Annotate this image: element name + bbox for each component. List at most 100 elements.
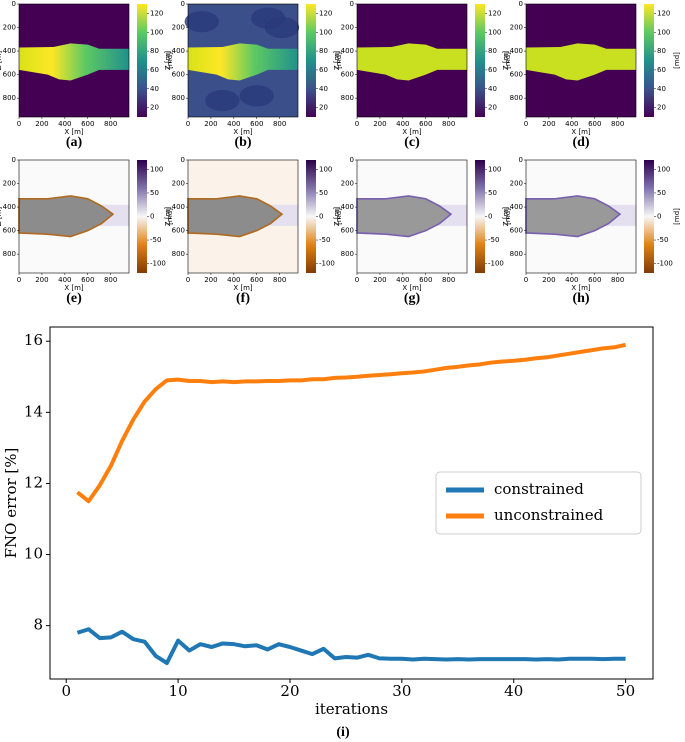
colorbar-tick-label: 100 [150, 28, 163, 36]
y-tick-label: 600 [172, 71, 185, 79]
y-tick-label: 200 [510, 180, 523, 188]
caption: (d) [572, 135, 589, 150]
x-tick-label: 20 [280, 682, 299, 700]
y-tick-label: 400 [341, 47, 354, 55]
x-tick-label: 200 [373, 120, 386, 128]
caption: (i) [336, 725, 350, 740]
colorbar-tick-label: 120 [150, 9, 163, 17]
colorbar-tick-label: 100 [488, 165, 501, 173]
y-tick-label: 200 [341, 24, 354, 32]
colorbar-label: [md] [335, 52, 343, 69]
y-axis-label: Z [m] [333, 207, 341, 227]
colorbar-tick-label: 100 [657, 28, 670, 36]
y-tick-label: 400 [172, 203, 185, 211]
frame [187, 3, 299, 118]
panel-image [19, 4, 129, 117]
x-tick-label: 200 [204, 120, 217, 128]
panel-image [525, 160, 636, 273]
x-tick-label: 400 [396, 276, 409, 284]
plume [357, 43, 467, 81]
x-tick-label: 0 [524, 276, 528, 284]
x-tick-label: 800 [273, 276, 286, 284]
colorbar-tick-label: -50 [319, 236, 330, 244]
colorbar-label: [md] [166, 208, 174, 225]
y-tick-label: 800 [341, 94, 354, 102]
x-tick-label: 200 [204, 276, 217, 284]
y-tick-label: 0 [181, 0, 185, 8]
x-tick-label: 400 [565, 120, 578, 128]
colorbar [306, 160, 316, 273]
y-tick-label: 600 [341, 71, 354, 79]
colorbar-tick-label: 0 [319, 213, 323, 221]
x-tick-label: 200 [542, 120, 555, 128]
y-tick-label: 800 [3, 250, 16, 258]
y-tick-label: 600 [3, 71, 16, 79]
frame [525, 3, 637, 118]
colorbar-tick-label: 40 [150, 85, 159, 93]
y-tick-label: 400 [3, 203, 16, 211]
x-tick-label: 40 [504, 682, 523, 700]
x-tick-label: 200 [35, 120, 48, 128]
y-tick-label: 400 [3, 47, 16, 55]
y-tick-label: 400 [510, 47, 523, 55]
x-tick-label: 0 [186, 276, 190, 284]
x-tick-label: 600 [250, 120, 263, 128]
colorbar-tick-label: -50 [150, 236, 161, 244]
y-tick-label: 0 [181, 156, 185, 164]
x-axis-label: X [m] [402, 284, 422, 292]
y-axis-label: Z [m] [502, 207, 510, 227]
colorbar-tick-label: 60 [319, 66, 328, 74]
x-axis-label: X [m] [64, 128, 84, 136]
colorbar-tick-label: 20 [150, 104, 159, 112]
x-tick-label: 800 [611, 120, 624, 128]
y-tick-label: 400 [172, 47, 185, 55]
colorbar [306, 4, 316, 117]
caption: (c) [404, 135, 420, 150]
y-tick-label: 400 [510, 203, 523, 211]
colorbar-label: [md] [673, 52, 681, 69]
y-axis-label: Z [m] [333, 51, 341, 71]
x-tick-label: 400 [565, 276, 578, 284]
y-tick-label: 800 [172, 94, 185, 102]
colorbar-tick-label: 60 [657, 66, 666, 74]
x-tick-label: 10 [169, 682, 188, 700]
x-tick-label: 0 [61, 682, 71, 700]
legend-label: unconstrained [494, 506, 604, 524]
colorbar [137, 4, 147, 117]
colorbar-tick-label: 40 [319, 85, 328, 93]
y-tick-label: 0 [519, 156, 523, 164]
colorbar-tick-label: 100 [319, 28, 332, 36]
x-tick-label: 400 [227, 120, 240, 128]
texture [251, 7, 286, 29]
colorbar [137, 160, 147, 273]
y-tick-label: 200 [172, 180, 185, 188]
x-axis-label: X [m] [64, 284, 84, 292]
colorbar-tick-label: 120 [488, 9, 501, 17]
panel-image [356, 160, 467, 273]
x-tick-label: 400 [58, 120, 71, 128]
frame [356, 3, 468, 118]
x-axis-label: X [m] [233, 284, 253, 292]
y-axis-label: Z [m] [0, 51, 3, 71]
x-tick-label: 50 [616, 682, 635, 700]
series-line [76, 342, 627, 504]
y-axis-label: Z [m] [164, 207, 172, 227]
x-tick-label: 600 [588, 276, 601, 284]
x-tick-label: 0 [355, 276, 359, 284]
colorbar-tick-label: 60 [150, 66, 159, 74]
x-tick-label: 30 [392, 682, 411, 700]
y-tick-label: 0 [350, 0, 354, 8]
plume [356, 195, 453, 238]
y-tick-label: 200 [172, 24, 185, 32]
colorbar-tick-label: -100 [657, 260, 673, 268]
colorbar [475, 4, 485, 117]
x-tick-label: 800 [104, 120, 117, 128]
frame [356, 159, 468, 274]
y-tick-label: 12 [24, 473, 43, 491]
legend-label: constrained [494, 480, 584, 498]
y-tick-label: 800 [510, 250, 523, 258]
colorbar-tick-label: 0 [150, 213, 154, 221]
colorbar-tick-label: 80 [488, 47, 497, 55]
colorbar-tick-label: -50 [657, 236, 668, 244]
